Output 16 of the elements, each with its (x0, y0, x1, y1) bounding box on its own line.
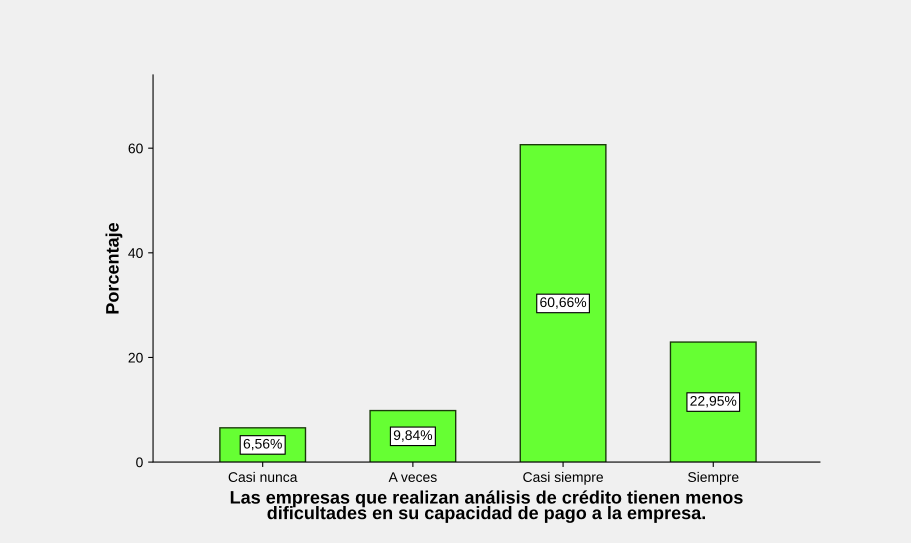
y-tick-label: 60 (128, 144, 143, 154)
y-tick-label: 20 (128, 352, 143, 363)
data-label: 22,95% (690, 396, 736, 408)
bar (670, 341, 757, 462)
x-tick-label: Casi nunca (228, 472, 298, 482)
data-label: 6,56% (244, 438, 282, 450)
data-label: 9,84% (394, 430, 432, 442)
x-tick-label: A veces (388, 472, 437, 482)
bar (520, 144, 607, 462)
x-axis-title: Las empresas que realizan análisis de crédito tienen menos dificultades en su capacidad de pago a la empresa. (230, 490, 743, 523)
y-tick-label: 0 (136, 457, 143, 468)
y-axis-title: Porcentaje (105, 222, 122, 314)
x-tick-label: Siempre (688, 472, 739, 485)
data-label: 60,66% (540, 297, 586, 309)
y-tick-label: 40 (128, 248, 143, 258)
x-tick-label: Casi siempre (523, 472, 603, 485)
